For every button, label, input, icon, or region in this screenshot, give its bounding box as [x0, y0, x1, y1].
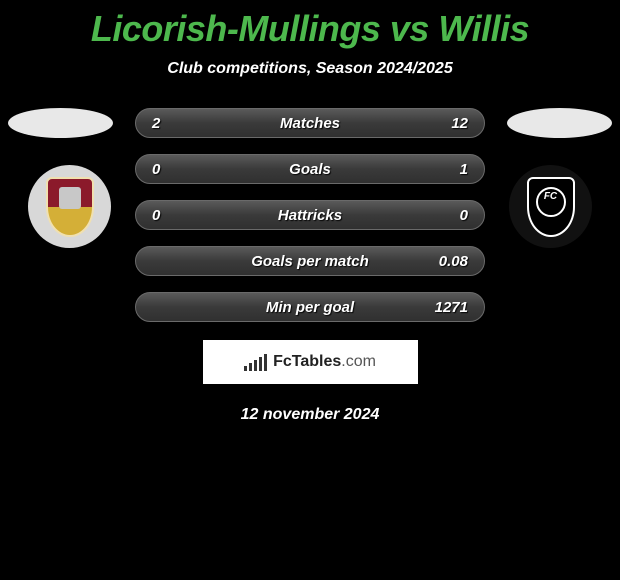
brand-box[interactable]: FcTables.com	[203, 340, 418, 384]
stat-row-matches: 2 Matches 12	[135, 108, 485, 138]
club-badge-right	[509, 165, 592, 248]
stat-label: Min per goal	[136, 299, 484, 316]
player-right-ellipse	[507, 108, 612, 138]
stat-label: Hattricks	[136, 207, 484, 224]
bar-chart-icon	[244, 353, 267, 371]
shield-icon	[527, 177, 575, 237]
brand-label: FcTables.com	[273, 353, 376, 371]
stat-label: Goals	[136, 161, 484, 178]
stat-rows: 2 Matches 12 0 Goals 1 0 Hattricks 0 Goa…	[135, 108, 485, 322]
player-left-ellipse	[8, 108, 113, 138]
date-line: 12 november 2024	[0, 406, 620, 424]
stat-label: Matches	[136, 115, 484, 132]
stat-row-min-per-goal: Min per goal 1271	[135, 292, 485, 322]
club-badge-left	[28, 165, 111, 248]
shield-icon	[46, 177, 94, 237]
brand-name: FcTables	[273, 353, 341, 370]
page-subtitle: Club competitions, Season 2024/2025	[0, 60, 620, 78]
page-title: Licorish-Mullings vs Willis	[0, 0, 620, 50]
stat-row-goals-per-match: Goals per match 0.08	[135, 246, 485, 276]
stat-row-goals: 0 Goals 1	[135, 154, 485, 184]
comparison-area: 2 Matches 12 0 Goals 1 0 Hattricks 0 Goa…	[0, 108, 620, 424]
stat-row-hattricks: 0 Hattricks 0	[135, 200, 485, 230]
brand-suffix: .com	[341, 353, 376, 370]
stat-label: Goals per match	[136, 253, 484, 270]
